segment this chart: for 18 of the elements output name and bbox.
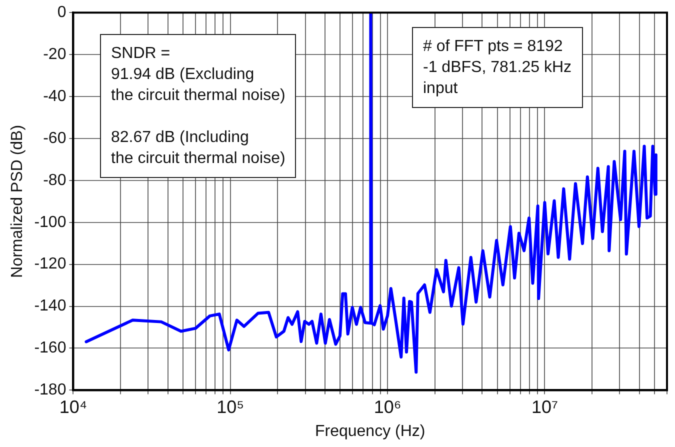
x-tick-label: 10⁶ [374,396,402,417]
x-tick-label: 10⁴ [59,396,88,417]
annotation: # of FFT pts = 8192 -1 dBFS, 781.25 kHz input [412,27,583,108]
y-tick-label: -160 [34,340,66,357]
x-tick-label: 10⁵ [216,396,244,417]
y-tick-label: -80 [43,172,66,189]
y-tick-label: -60 [43,130,66,147]
y-tick-label: 0 [57,4,66,22]
y-tick-label: -40 [43,88,66,105]
text: SNDR = 91.94 dB (Excluding the circuit thermal noise) 82.67 dB (Including the circuit thermal noise) [111,45,286,167]
y-tick-label: -100 [34,214,66,231]
x-axis-title: Frequency (Hz) [314,422,426,440]
y-tick-label: -120 [34,256,66,273]
x-tick-label: 10⁷ [531,396,558,417]
y-axis-title: Normalized PSD (dB) [9,124,26,278]
y-tick-label: -140 [34,298,66,315]
y-tick-label: -180 [34,382,66,399]
y-tick-label: -20 [43,46,66,63]
